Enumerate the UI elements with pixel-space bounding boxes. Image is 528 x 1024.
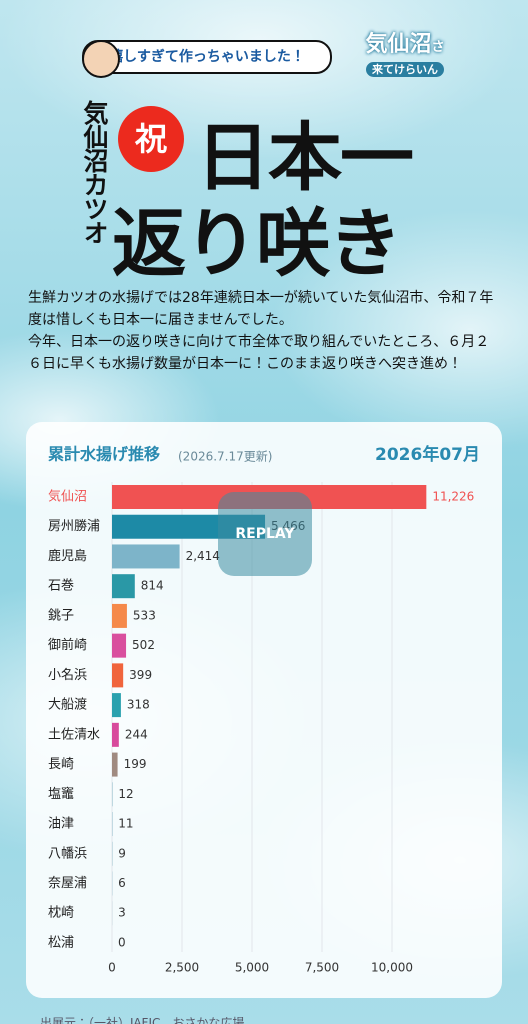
value-label: 199 <box>124 757 147 771</box>
paragraph: 生鮮カツオの水揚げでは28年連続日本一が続いていた気仙沼市、令和７年度は惜しくも… <box>28 290 494 328</box>
bar <box>112 663 124 688</box>
title-line2: 返り咲き <box>112 201 402 287</box>
y-tick-label: 枕崎 <box>48 906 74 921</box>
chart: 累計水揚げ推移 (2026.7.17更新) 2026年07月 0 2,500 5,0… <box>48 444 480 975</box>
x-tick-label: 10,000 <box>371 961 413 975</box>
bar <box>112 693 121 718</box>
y-tick-label: 油津 <box>48 817 74 832</box>
replay-button[interactable]: REPLAY <box>218 492 312 576</box>
value-label: 6 <box>118 876 126 890</box>
value-label: 0 <box>118 935 126 949</box>
x-tick-label: 0 <box>108 961 116 975</box>
y-tick-label: 鹿児島 <box>48 549 87 564</box>
y-tick-label: 石巻 <box>48 579 74 594</box>
y-tick-label: 房州勝浦 <box>48 519 100 534</box>
logo-main: 気仙沼 <box>365 32 432 57</box>
value-label: 502 <box>132 638 155 652</box>
value-label: 3 <box>118 906 126 920</box>
value-label: 318 <box>127 698 150 712</box>
chart-subtitle: (2026.7.17更新) <box>178 450 272 464</box>
x-tick-label: 7,500 <box>305 961 339 975</box>
value-label: 399 <box>129 668 152 682</box>
y-tick-label: 気仙沼 <box>48 489 87 505</box>
y-tick-label: 長崎 <box>48 757 74 772</box>
y-tick-label: 御前崎 <box>48 637 87 653</box>
badge: 祝 <box>118 106 184 172</box>
logo: 気仙沼さ 来てけらいん <box>360 26 450 77</box>
bar <box>112 603 127 628</box>
value-label: 12 <box>118 787 133 801</box>
y-tick-label: 塩竈 <box>48 787 74 802</box>
value-label: 2,414 <box>186 549 220 563</box>
period-label: 2026年07月 <box>375 444 480 465</box>
y-tick-label: 松浦 <box>48 935 74 950</box>
bar <box>112 544 180 569</box>
value-label: 11 <box>118 817 133 831</box>
y-tick-label: 銚子 <box>48 608 74 623</box>
bar <box>112 722 119 747</box>
bar <box>112 633 127 658</box>
chart-title: 累計水揚げ推移 <box>48 445 160 464</box>
speech-bubble: 嬉しすぎて作っちゃいました！ <box>82 40 332 74</box>
logo-small: さ <box>431 40 445 55</box>
paragraph: 今年、日本一の返り咲きに向けて市全体で取り組んでいたところ、６月２６日に早くも水… <box>28 334 490 372</box>
value-label: 9 <box>118 846 126 860</box>
value-label: 244 <box>125 727 148 741</box>
y-tick-label: 大船渡 <box>48 698 87 713</box>
value-label: 533 <box>133 608 156 622</box>
vertical-title: 気仙沼カツオ <box>80 100 109 244</box>
y-tick-label: 八幡浜 <box>48 846 87 861</box>
x-tick-label: 2,500 <box>165 961 199 975</box>
bar <box>112 752 118 777</box>
value-label: 11,226 <box>432 490 474 504</box>
y-tick-label: 小名浜 <box>48 667 87 683</box>
y-tick-label: 土佐清水 <box>48 727 100 742</box>
x-tick-label: 5,000 <box>235 961 269 975</box>
value-label: 814 <box>141 579 164 593</box>
y-tick-label: 奈屋浦 <box>48 876 87 891</box>
face-icon <box>82 40 120 78</box>
title-line1: 日本一 <box>196 115 414 201</box>
source: 出展元：（一社）JAFIC おさかな広場 <box>40 1016 245 1024</box>
description: 生鮮カツオの水揚げでは28年連続日本一が続いていた気仙沼市、令和７年度は惜しくも… <box>28 287 500 375</box>
logo-sub: 来てけらいん <box>366 62 444 77</box>
bar <box>112 574 135 599</box>
